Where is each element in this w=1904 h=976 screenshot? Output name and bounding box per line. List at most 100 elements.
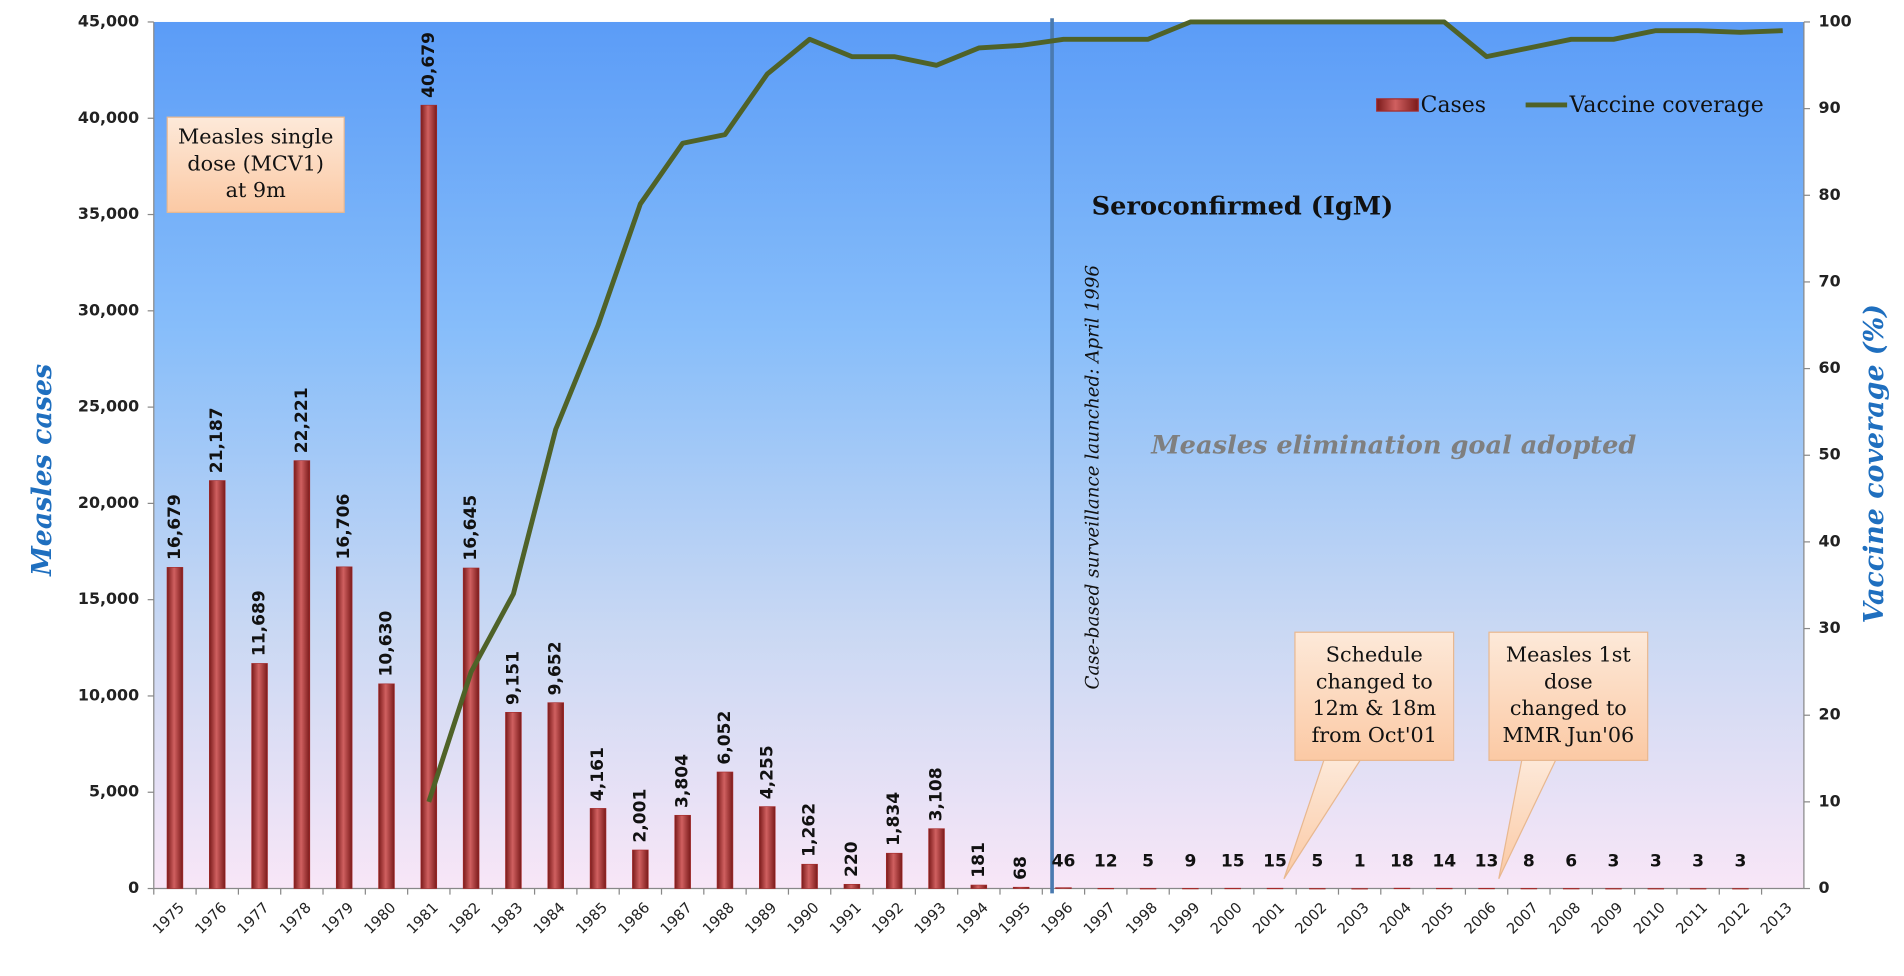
x-tick-label: 1988 — [700, 899, 738, 937]
x-tick-label: 2004 — [1377, 899, 1415, 937]
data-label: 18 — [1390, 852, 1414, 872]
x-tick-label: 1984 — [530, 899, 568, 937]
data-label: 11,689 — [250, 590, 270, 656]
y2-tick-label: 10 — [1819, 791, 1841, 810]
data-label: 8 — [1523, 852, 1535, 872]
x-tick-label: 2001 — [1250, 899, 1288, 937]
x-tick-label: 1975 — [150, 899, 188, 937]
legend-swatch — [1376, 98, 1419, 112]
data-label: 4,161 — [588, 747, 608, 801]
y2-tick-label: 0 — [1819, 878, 1830, 897]
y2-axis-title: Vaccine coverage (%) — [1859, 304, 1890, 623]
data-label: 9,652 — [546, 641, 566, 695]
callout-text: 12m & 18m — [1312, 696, 1436, 720]
x-tick-label: 2006 — [1461, 899, 1499, 937]
callout-text: from Oct'01 — [1312, 723, 1437, 747]
x-tick-label: 2011 — [1673, 899, 1711, 937]
bar — [1139, 888, 1157, 890]
x-tick-label: 2009 — [1588, 899, 1626, 937]
bar — [1224, 887, 1241, 890]
x-tick-label: 2010 — [1630, 899, 1668, 937]
y2-tick-label: 90 — [1819, 98, 1841, 117]
data-label: 6 — [1565, 852, 1577, 872]
bar — [632, 849, 649, 889]
plot-root: 0 5,000 10,000 15,000 20,000 25,000 30,000 35,0… — [27, 11, 1890, 937]
bar — [1732, 888, 1749, 890]
bar — [1689, 888, 1707, 890]
bar — [589, 808, 607, 889]
data-label: 3 — [1692, 852, 1704, 872]
data-label: 10,630 — [376, 610, 396, 676]
bar — [928, 828, 945, 889]
callout-text: Measles single — [178, 124, 333, 148]
y-tick-label: 25,000 — [78, 397, 139, 416]
callout-text: Measles 1st — [1506, 643, 1631, 667]
bar — [716, 771, 734, 889]
legend-label: Vaccine coverage — [1569, 93, 1764, 118]
y2-tick-label: 80 — [1819, 185, 1841, 204]
data-label: 6,052 — [715, 711, 735, 765]
x-tick-label: 1999 — [1165, 899, 1203, 937]
bar — [1436, 887, 1453, 890]
x-tick-label: 1982 — [446, 899, 484, 937]
data-label: 4,255 — [757, 745, 777, 799]
data-label: 3 — [1734, 852, 1746, 872]
data-label: 13 — [1475, 852, 1499, 872]
y-tick-label: 10,000 — [78, 685, 139, 704]
bar — [1266, 887, 1284, 890]
legend-label: Cases — [1421, 93, 1486, 118]
y-tick-label: 35,000 — [78, 204, 139, 223]
bar — [1562, 888, 1580, 890]
bar — [843, 883, 861, 889]
data-label: 1,834 — [884, 792, 904, 846]
x-tick-label: 1996 — [1038, 899, 1076, 937]
callout-box — [1294, 631, 1455, 761]
data-label: 3,804 — [673, 754, 693, 808]
data-label: 5 — [1142, 852, 1154, 872]
x-tick-label: 2002 — [1292, 899, 1330, 937]
callout-box — [1488, 631, 1649, 761]
bar — [378, 683, 395, 889]
bar — [801, 863, 818, 889]
data-label: 9 — [1184, 852, 1196, 872]
y2-tick-label: 30 — [1819, 618, 1841, 637]
bar — [335, 566, 353, 889]
data-label: 15 — [1221, 852, 1245, 872]
y2-tick-label: 60 — [1819, 358, 1841, 377]
x-tick-label: 1991 — [827, 899, 865, 937]
x-tick-label: 1978 — [277, 899, 315, 937]
x-tick-label: 1979 — [319, 899, 357, 937]
data-label: 3 — [1650, 852, 1662, 872]
x-tick-label: 1976 — [192, 899, 230, 937]
data-label: 3,108 — [927, 767, 947, 821]
y-tick-label: 45,000 — [78, 11, 139, 30]
bar — [505, 712, 522, 889]
data-label: 181 — [969, 842, 989, 878]
bar — [166, 567, 184, 889]
bar — [1478, 887, 1495, 890]
bar — [1647, 888, 1665, 890]
y-tick-label: 0 — [128, 878, 139, 897]
x-tick-label: 2005 — [1419, 899, 1457, 937]
data-label: 1,262 — [800, 803, 820, 857]
data-label: 2,001 — [630, 789, 650, 843]
callout-text: changed to — [1510, 696, 1627, 720]
data-label: 46 — [1052, 852, 1076, 872]
data-label: 5 — [1311, 852, 1323, 872]
bar — [1012, 886, 1030, 889]
x-tick-label: 2012 — [1715, 899, 1753, 937]
data-label: 9,151 — [503, 651, 523, 705]
data-label: 16,679 — [165, 494, 185, 560]
x-tick-label: 1977 — [234, 899, 272, 937]
x-tick-label: 2003 — [1334, 899, 1372, 937]
x-tick-label: 1998 — [1123, 899, 1161, 937]
x-tick-label: 2008 — [1546, 899, 1584, 937]
callout-text: MMR Jun'06 — [1502, 723, 1634, 747]
data-label: 220 — [842, 841, 862, 877]
x-tick-label: 1985 — [573, 899, 611, 937]
bar — [1520, 888, 1538, 890]
bar — [293, 460, 311, 889]
x-tick-label: 2000 — [1207, 899, 1245, 937]
x-tick-label: 1995 — [996, 899, 1034, 937]
